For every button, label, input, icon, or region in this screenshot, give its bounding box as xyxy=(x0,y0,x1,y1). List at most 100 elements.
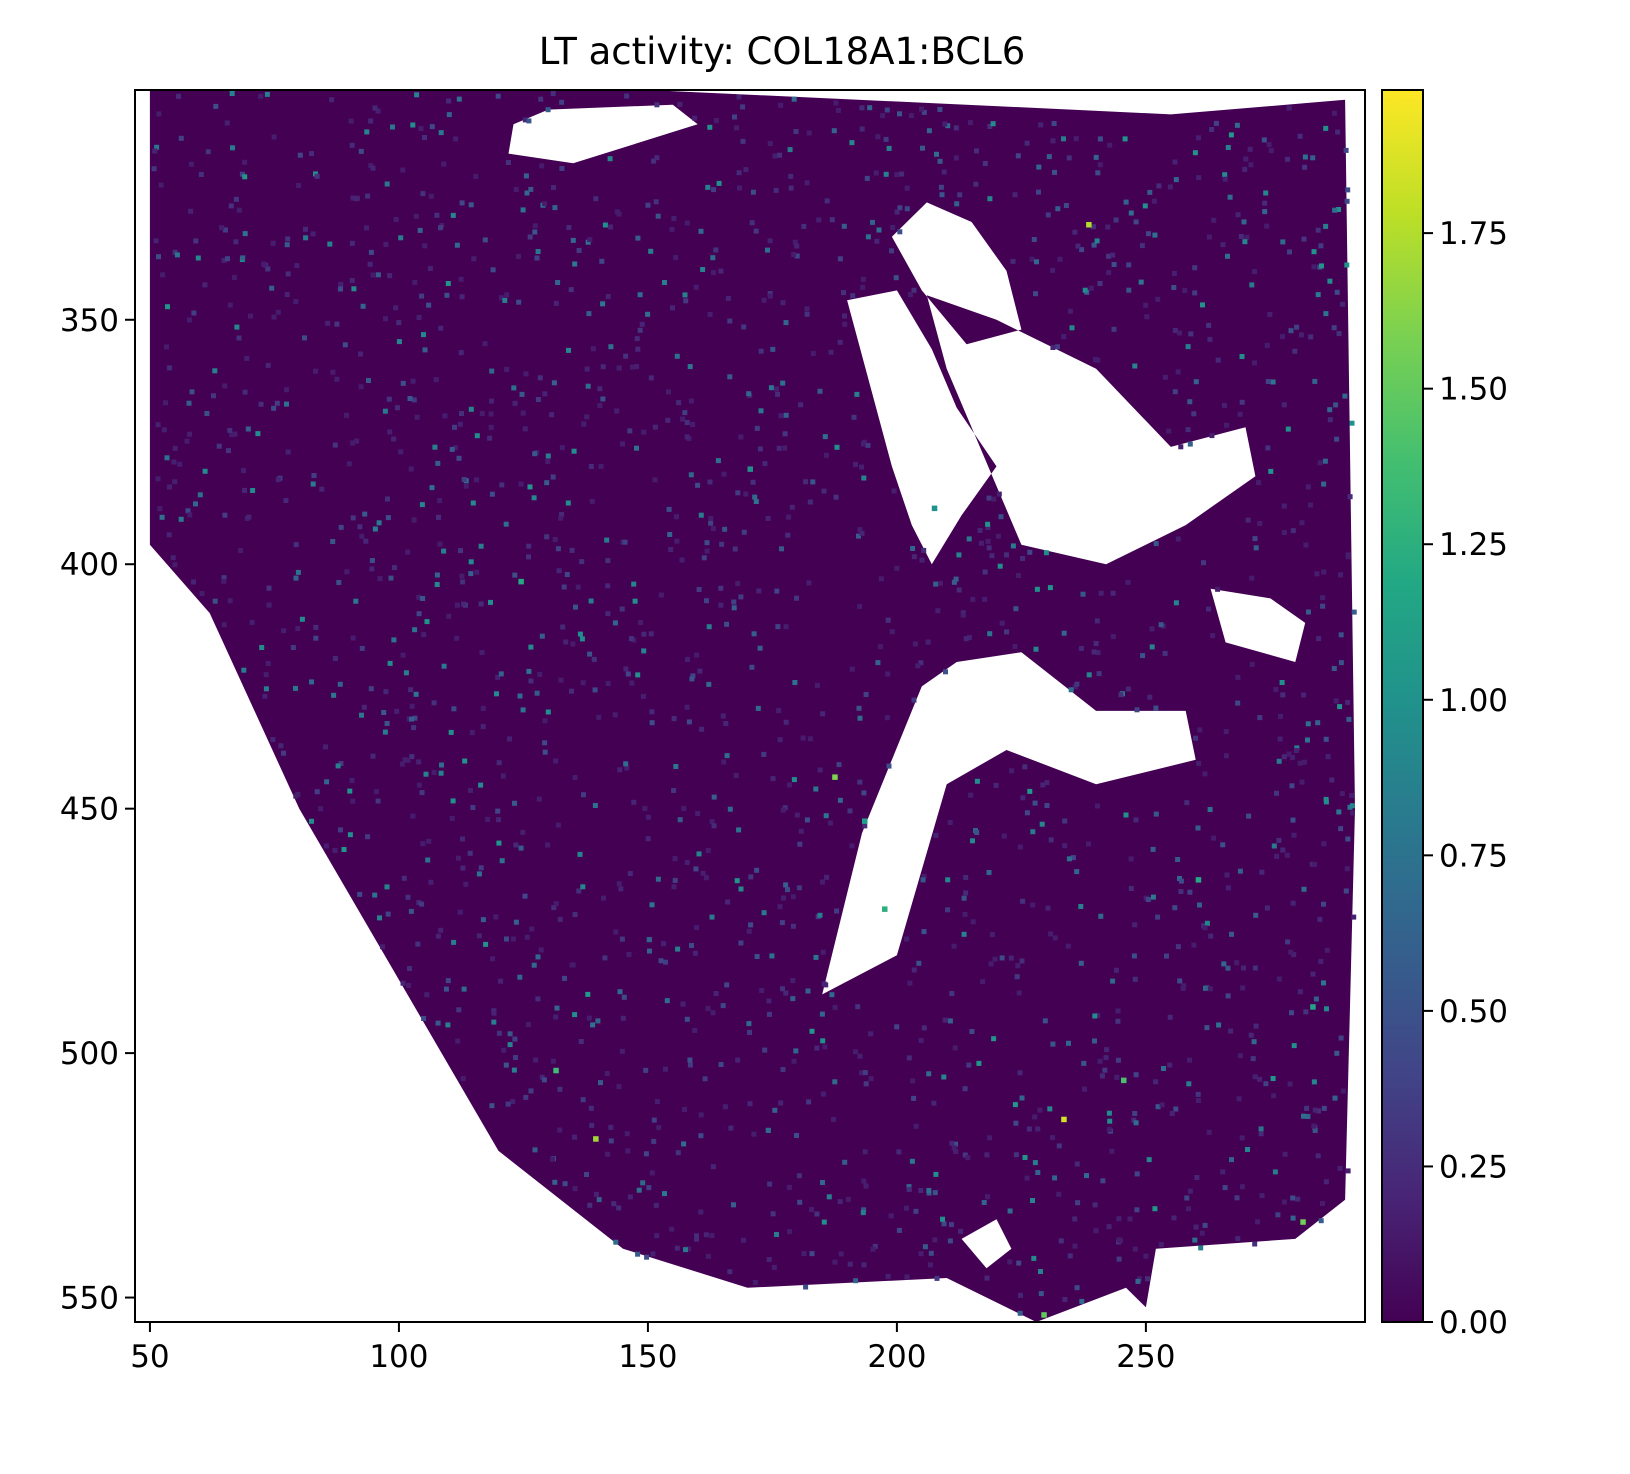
speckle-cell xyxy=(628,636,634,642)
speckle-cell xyxy=(942,1017,948,1023)
speckle-cell xyxy=(1040,782,1046,788)
speckle-cell xyxy=(1118,692,1124,698)
speckle-cell xyxy=(804,306,810,312)
speckle-cell xyxy=(532,223,538,229)
speckle-cell xyxy=(675,1150,681,1156)
speckle-cell xyxy=(889,629,895,635)
speckle-cell xyxy=(1050,1135,1055,1141)
speckle-cell xyxy=(398,235,404,241)
speckle-cell xyxy=(221,578,227,584)
speckle-cell xyxy=(652,424,658,430)
speckle-cell xyxy=(572,261,578,267)
speckle-cell xyxy=(189,389,195,395)
speckle-cell xyxy=(400,167,406,173)
speckle-cell xyxy=(865,234,871,240)
speckle-cell xyxy=(672,856,678,862)
speckle-cell xyxy=(754,954,760,959)
speckle-cell xyxy=(938,184,944,190)
speckle-cell xyxy=(748,922,754,928)
speckle-cell xyxy=(1244,234,1250,240)
speckle-cell xyxy=(1171,270,1177,276)
speckle-cell xyxy=(686,1246,691,1252)
speckle-cell xyxy=(777,152,783,158)
speckle-cell xyxy=(773,187,779,193)
speckle-cell xyxy=(912,641,918,647)
speckle-cell xyxy=(814,1045,820,1051)
speckle-cell xyxy=(765,247,770,253)
speckle-cell xyxy=(623,353,629,359)
y-tick-label: 450 xyxy=(60,792,119,828)
speckle-cell xyxy=(961,931,967,937)
speckle-cell xyxy=(1290,1215,1296,1221)
speckle-cell xyxy=(589,498,595,504)
speckle-cell xyxy=(585,991,591,997)
speckle-cell xyxy=(1184,800,1190,806)
speckle-cell xyxy=(542,749,548,755)
speckle-cell xyxy=(719,541,725,547)
speckle-cell xyxy=(242,487,247,493)
x-tick-label: 100 xyxy=(369,1339,428,1375)
speckle-cell xyxy=(786,514,792,520)
speckle-cell xyxy=(419,502,425,508)
speckle-cell xyxy=(437,541,443,547)
speckle-cell xyxy=(680,1001,686,1007)
speckle-cell xyxy=(654,1099,660,1105)
speckle-cell xyxy=(1167,1062,1173,1068)
speckle-cell xyxy=(1175,369,1181,375)
speckle-cell xyxy=(1263,1081,1269,1087)
speckle-cell xyxy=(821,1219,827,1225)
speckle-cell xyxy=(706,624,712,630)
speckle-cell xyxy=(1181,983,1187,989)
speckle-cell xyxy=(158,182,164,188)
speckle-cell xyxy=(402,757,408,763)
speckle-cell xyxy=(722,1104,728,1110)
speckle-cell xyxy=(711,270,716,276)
speckle-cell xyxy=(586,311,592,317)
speckle-cell xyxy=(673,764,679,769)
speckle-cell xyxy=(1093,154,1099,160)
speckle-cell xyxy=(518,845,524,851)
speckle-cell xyxy=(911,287,917,293)
speckle-cell xyxy=(539,633,545,639)
speckle-cell xyxy=(572,1012,578,1018)
speckle-cell xyxy=(1297,989,1303,995)
speckle-cell xyxy=(809,1207,815,1212)
speckle-cell xyxy=(1162,650,1168,656)
speckle-cell xyxy=(1250,1056,1256,1062)
speckle-cell xyxy=(650,1251,656,1257)
speckle-cell xyxy=(932,1190,938,1196)
speckle-cell xyxy=(522,426,528,432)
speckle-cell xyxy=(933,832,939,838)
speckle-cell xyxy=(436,514,441,520)
speckle-cell xyxy=(910,1078,916,1084)
speckle-cell xyxy=(941,169,947,175)
speckle-cell xyxy=(1255,1219,1261,1225)
speckle-cell xyxy=(359,712,364,718)
speckle-cell xyxy=(664,998,670,1004)
speckle-cell xyxy=(1351,609,1357,615)
speckle-cell xyxy=(435,460,441,466)
speckle-cell xyxy=(263,686,269,692)
speckle-cell xyxy=(1272,1169,1278,1175)
speckle-cell xyxy=(649,1170,655,1176)
speckle-cell xyxy=(649,720,655,726)
speckle-cell xyxy=(1032,1160,1038,1166)
speckle-cell xyxy=(801,223,807,229)
speckle-cell xyxy=(857,1053,863,1059)
speckle-cell xyxy=(1037,1107,1043,1113)
speckle-cell xyxy=(596,714,602,720)
speckle-cell xyxy=(666,506,672,512)
speckle-cell xyxy=(931,1100,937,1106)
speckle-cell xyxy=(988,961,994,967)
speckle-cell xyxy=(780,380,786,386)
speckle-cell xyxy=(658,958,664,964)
speckle-cell xyxy=(1090,224,1096,230)
speckle-cell xyxy=(1225,993,1231,999)
speckle-cell xyxy=(591,656,597,662)
speckle-cell xyxy=(454,635,460,641)
speckle-cell xyxy=(710,255,716,261)
speckle-cell xyxy=(1105,224,1111,230)
speckle-cell xyxy=(381,710,387,715)
speckle-cell xyxy=(1072,684,1078,690)
speckle-cell xyxy=(1323,799,1329,805)
